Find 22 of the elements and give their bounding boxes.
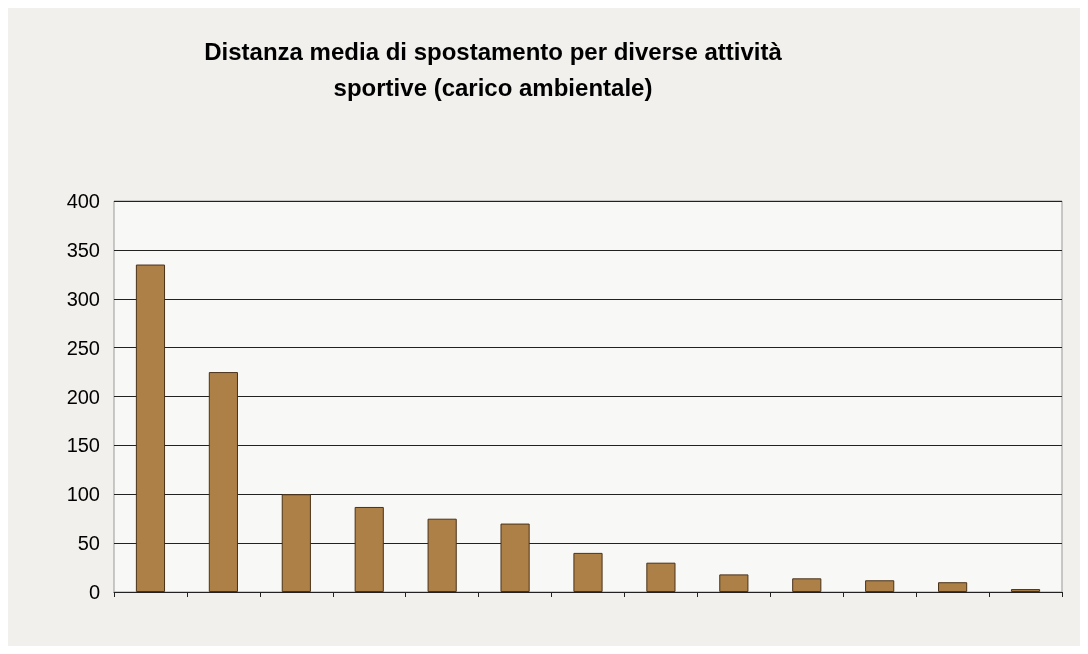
y-tick-label: 350 — [66, 238, 100, 261]
bar — [427, 518, 457, 592]
bar — [208, 372, 238, 592]
bar — [938, 582, 968, 592]
bar — [719, 574, 749, 592]
y-tick-label: 100 — [66, 483, 100, 506]
bar — [792, 578, 822, 592]
bar — [865, 580, 895, 592]
bar — [646, 562, 676, 592]
bar — [354, 506, 384, 592]
y-tick-label: 200 — [66, 385, 100, 408]
y-tick-label: 300 — [66, 287, 100, 310]
y-tick-label: 250 — [66, 336, 100, 359]
y-tick-label: 150 — [66, 434, 100, 457]
y-tick-label: 50 — [77, 532, 100, 555]
bar — [573, 552, 603, 592]
bar — [281, 494, 311, 592]
chart-title: Distanza media di spostamento per diverse attività sportive (carico ambientale) — [204, 37, 783, 101]
bar — [135, 264, 166, 592]
bar — [500, 523, 530, 592]
y-tick-label: 400 — [66, 190, 100, 212]
y-tick-label: 0 — [88, 581, 100, 603]
